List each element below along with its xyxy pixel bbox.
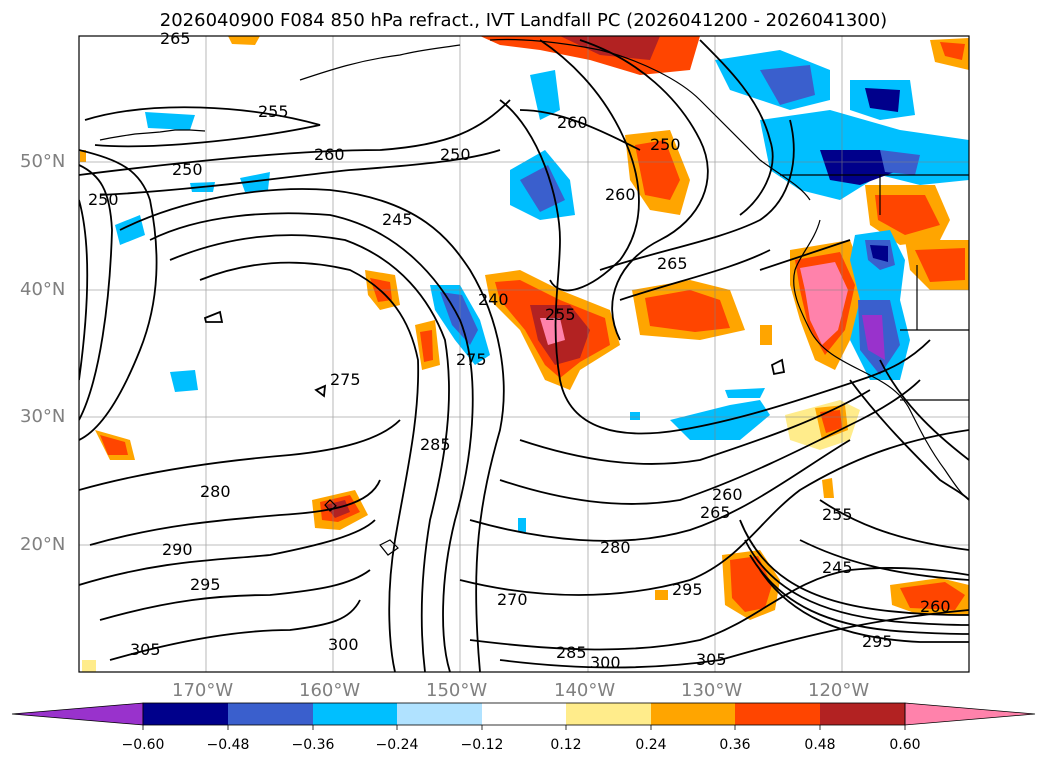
lon-label-160w: 160°W	[299, 680, 361, 701]
contour-label: 265	[160, 29, 191, 48]
contour-label: 255	[822, 505, 853, 524]
coastlines	[99, 38, 969, 556]
contour-label: 300	[328, 635, 359, 654]
contour-label: 240	[478, 290, 509, 309]
lat-label-30n: 30°N	[20, 406, 66, 427]
contour-label: 285	[420, 435, 451, 454]
contour-label: 260	[920, 597, 951, 616]
contour-label: 300	[590, 653, 621, 672]
contour-label: 270	[497, 590, 528, 609]
contour-label: 295	[862, 632, 893, 651]
map-title: 2026040900 F084 850 hPa refract., IVT La…	[159, 10, 888, 31]
lat-label-40n: 40°N	[20, 279, 66, 300]
map-frame	[78, 35, 970, 673]
colorbar	[11, 702, 1036, 730]
lon-label-150w: 150°W	[426, 680, 488, 701]
contour-label: 245	[382, 210, 413, 229]
contour-label: 290	[162, 540, 193, 559]
colorbar-tick-label: 0.24	[635, 737, 667, 753]
contour-label: 285	[556, 643, 587, 662]
colorbar-tick-label: 0.36	[719, 737, 751, 753]
contour-label: 275	[456, 350, 487, 369]
colorbar-tick-label: 0.60	[889, 737, 921, 753]
lon-label-140w: 140°W	[554, 680, 616, 701]
contour-label: 275	[330, 370, 361, 389]
colorbar-tick-label: 0.48	[804, 737, 836, 753]
contour-label: 255	[258, 102, 289, 121]
colorbar-tick-label: 0.12	[550, 737, 582, 753]
colorbar-tick-label: −0.60	[121, 737, 165, 753]
colorbar-min-arrow	[11, 702, 144, 726]
colorbar-tick-label: −0.12	[460, 737, 504, 753]
colorbar-tick-label: −0.24	[375, 737, 419, 753]
contour-label: 250	[88, 190, 119, 209]
contour-lines	[79, 39, 969, 672]
lat-label-20n: 20°N	[20, 534, 66, 555]
contour-label: 260	[314, 145, 345, 164]
contour-label: 305	[696, 650, 727, 669]
contour-label: 265	[657, 254, 688, 273]
contour-label: 250	[172, 160, 203, 179]
contour-label: 265	[700, 503, 731, 522]
lon-label-120w: 120°W	[808, 680, 870, 701]
lat-label-50n: 50°N	[20, 151, 66, 172]
contour-label: 255	[545, 305, 576, 324]
contour-label-layer: 265 255 250 260 250 250 250 260 245 265 …	[88, 29, 951, 672]
contour-label: 305	[130, 640, 161, 659]
contour-label: 280	[200, 482, 231, 501]
gridlines	[79, 36, 969, 672]
contour-label: 295	[672, 580, 703, 599]
contour-label: 250	[650, 135, 681, 154]
colorbar-max-arrow	[904, 702, 1036, 726]
contour-label: 260	[557, 113, 588, 132]
colorbar-tick-label: −0.48	[206, 737, 250, 753]
lon-label-170w: 170°W	[172, 680, 234, 701]
contour-label: 250	[440, 145, 471, 164]
contour-label: 260	[712, 485, 743, 504]
lon-label-130w: 130°W	[681, 680, 743, 701]
contour-label: 295	[190, 575, 221, 594]
contour-label: 260	[605, 185, 636, 204]
contour-label: 280	[600, 538, 631, 557]
colorbar-tick-label: −0.36	[291, 737, 335, 753]
contour-label: 245	[822, 558, 853, 577]
